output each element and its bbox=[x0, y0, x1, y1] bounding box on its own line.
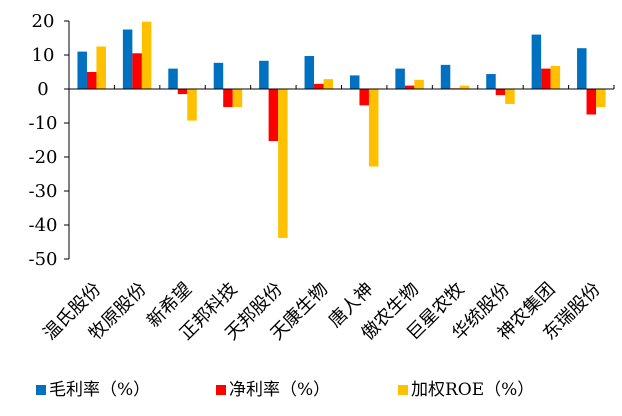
bar bbox=[86, 72, 97, 89]
bar bbox=[577, 48, 587, 89]
bar bbox=[259, 60, 269, 89]
bar bbox=[304, 56, 315, 89]
y-tick-label: -10 bbox=[29, 113, 58, 134]
bar bbox=[414, 79, 424, 89]
legend-swatch bbox=[216, 385, 226, 395]
bar bbox=[77, 51, 87, 89]
bar bbox=[505, 89, 515, 104]
bar bbox=[314, 83, 324, 89]
y-tick-label: 0 bbox=[37, 79, 48, 100]
bar bbox=[349, 75, 360, 89]
bar bbox=[404, 85, 415, 89]
bar bbox=[187, 89, 197, 121]
y-tick-label: -40 bbox=[29, 215, 58, 236]
bar bbox=[459, 85, 470, 89]
legend-label: 加权ROE（%） bbox=[411, 380, 534, 400]
bar bbox=[132, 53, 142, 89]
bar bbox=[223, 89, 233, 108]
y-tick-label: 20 bbox=[32, 11, 55, 32]
bar bbox=[168, 68, 178, 89]
legend-label: 毛利率（%） bbox=[49, 380, 150, 400]
bar bbox=[323, 79, 334, 89]
bar bbox=[596, 89, 606, 108]
legend-swatch bbox=[398, 385, 408, 395]
y-tick-label: -20 bbox=[29, 147, 58, 168]
bar bbox=[541, 68, 551, 89]
y-tick-label: -50 bbox=[29, 249, 58, 270]
legend: 毛利率（%） 净利率（%） 加权ROE（%） bbox=[36, 380, 534, 400]
bar bbox=[395, 68, 405, 89]
legend-label: 净利率（%） bbox=[229, 380, 330, 400]
bar bbox=[232, 89, 243, 108]
bar bbox=[368, 89, 379, 167]
bar bbox=[177, 89, 188, 95]
bar bbox=[440, 64, 451, 89]
axes bbox=[68, 21, 615, 259]
bar bbox=[586, 89, 597, 115]
bar bbox=[268, 89, 279, 142]
y-tick-label: -30 bbox=[29, 181, 58, 202]
category-labels: 温氏股份牧原股份新希望正邦科技天邦股份天康生物唐人神傲农生物巨星农牧华统股份神农… bbox=[39, 279, 604, 345]
y-tick-label: 10 bbox=[32, 45, 55, 66]
y-axis-ticks: 20 10 0 -10 -20 -30 -40 -50 bbox=[29, 11, 69, 270]
bar bbox=[213, 62, 224, 89]
bar bbox=[486, 74, 496, 89]
legend-swatch bbox=[36, 385, 46, 395]
bar bbox=[96, 46, 106, 89]
bar bbox=[122, 29, 133, 89]
bar bbox=[359, 89, 369, 106]
bar bbox=[141, 21, 152, 89]
bar bbox=[550, 65, 561, 89]
bar bbox=[278, 89, 288, 238]
bar bbox=[531, 34, 542, 89]
bar bbox=[495, 89, 506, 96]
bars bbox=[77, 21, 606, 238]
